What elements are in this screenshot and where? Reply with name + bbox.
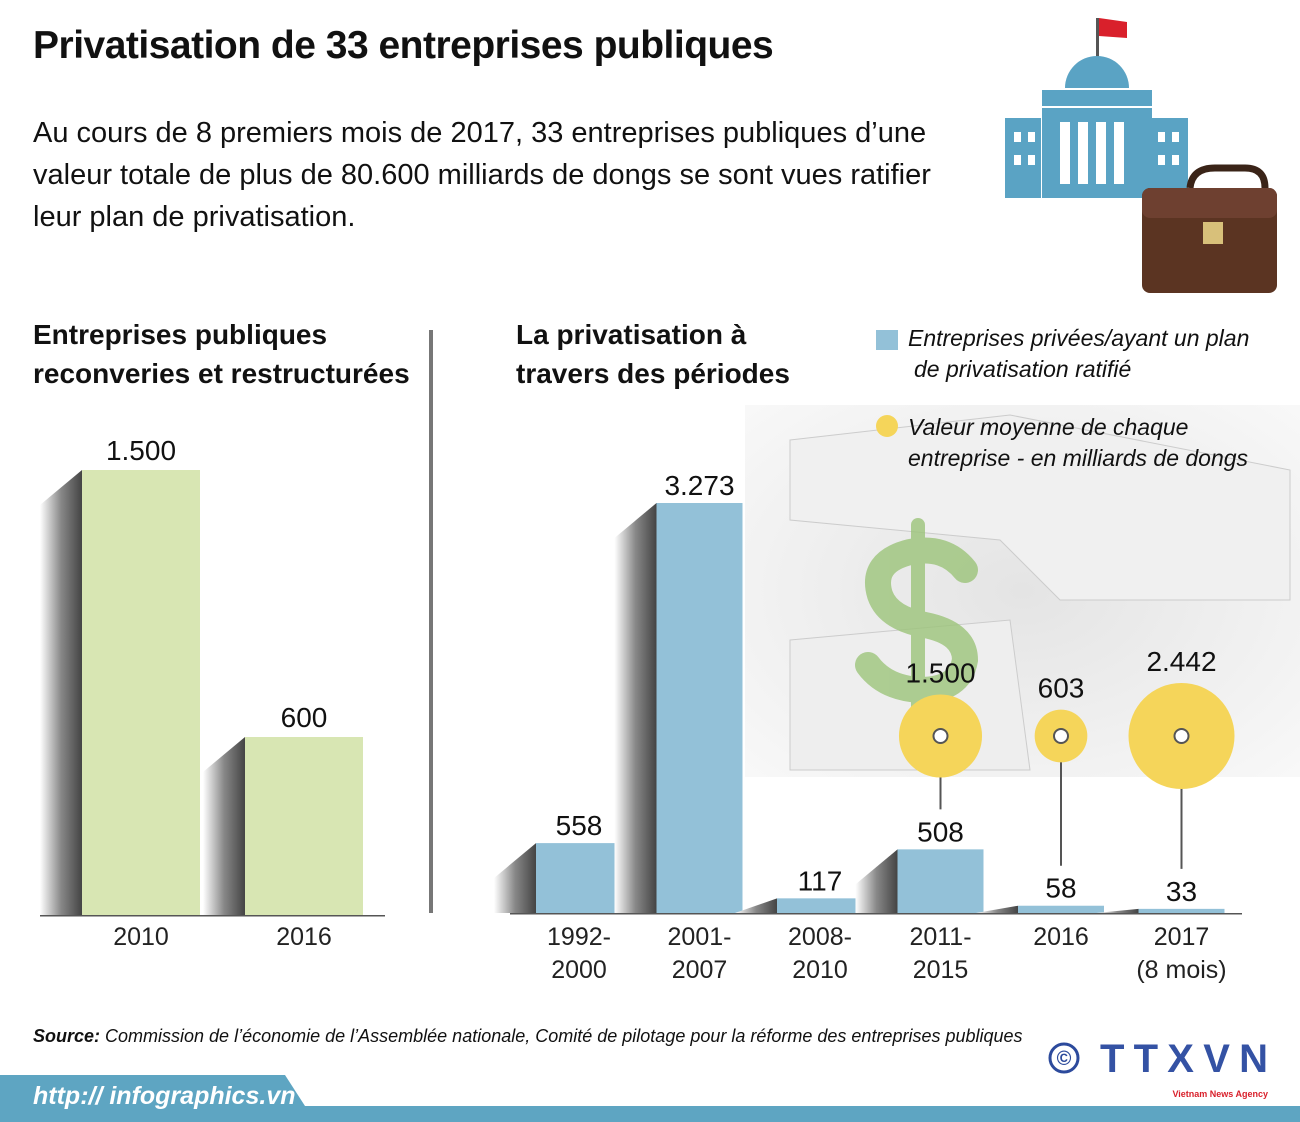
tick-label: 2010 <box>113 923 169 951</box>
bar-shadow <box>494 843 536 913</box>
svg-text:Vietnam News Agency: Vietnam News Agency <box>1172 1089 1268 1099</box>
legend-item-bar: Entreprises privées/ayant un plan de pri… <box>908 323 1249 385</box>
tick-label: 2007 <box>672 956 728 984</box>
website-link[interactable]: http:// infographics.vn <box>33 1082 296 1110</box>
legend-text: de privatisation ratifié <box>914 356 1132 382</box>
tick-label: 2016 <box>276 923 332 951</box>
tick-label: 2008- <box>788 923 852 951</box>
data-label: 117 <box>798 865 843 896</box>
left-title-line1: Entreprises publiques <box>33 319 328 350</box>
bar-shadow <box>203 737 245 915</box>
data-label: 508 <box>917 816 964 847</box>
legend-text: entreprise - en milliards de dongs <box>908 445 1249 471</box>
bar-shadow <box>614 503 657 913</box>
government-building-icon <box>1005 18 1188 198</box>
tick-label: 2001- <box>668 923 732 951</box>
left-title-line2: reconveries et restructurées <box>33 358 410 389</box>
left-bar-chart: 1.500 2010 600 2016 <box>40 435 385 951</box>
legend-text: Valeur moyenne de chaque <box>908 414 1189 440</box>
source-text: Commission de l’économie de l’Assemblée … <box>100 1026 1023 1046</box>
left-chart-title: Entreprises publiques reconveries et res… <box>33 315 410 393</box>
tick-label: 2011- <box>909 923 971 951</box>
page-title: Privatisation de 33 entreprises publique… <box>33 24 774 67</box>
tick-label: 2000 <box>551 956 607 984</box>
tick-label: 2017 <box>1154 923 1210 951</box>
data-label: 558 <box>556 810 603 841</box>
tick-label: 2010 <box>792 956 848 984</box>
footer-band <box>0 1075 1300 1122</box>
bubble-label: 2.442 <box>1146 646 1216 677</box>
right-title-line2: travers des périodes <box>516 358 790 389</box>
data-label: 58 <box>1045 873 1076 904</box>
bubble-label: 603 <box>1038 673 1085 704</box>
bar <box>656 503 743 913</box>
bar <box>1138 908 1225 913</box>
svg-text:TTXVN: TTXVN <box>1100 1037 1268 1081</box>
legend-item-bubble: Valeur moyenne de chaque entreprise - en… <box>908 412 1248 474</box>
x-axis <box>40 915 385 917</box>
bar <box>1018 905 1104 913</box>
x-axis <box>510 913 1242 915</box>
data-label: 33 <box>1166 876 1197 907</box>
bar <box>82 470 200 915</box>
bubble-center <box>932 728 949 744</box>
tick-label: 1992- <box>547 923 611 951</box>
tick-label: (8 mois) <box>1136 956 1226 984</box>
legend-swatch-bar <box>876 330 898 350</box>
lead-paragraph: Au cours de 8 premiers mois de 2017, 33 … <box>33 117 931 233</box>
data-label: 1.500 <box>106 435 176 466</box>
tick-label: 2016 <box>1033 923 1089 951</box>
bar-shadow <box>40 470 82 915</box>
data-label: 600 <box>281 702 328 733</box>
section-divider <box>429 330 433 913</box>
tick-label: 2015 <box>913 956 969 984</box>
legend-text: Entreprises privées/ayant un plan <box>908 325 1250 351</box>
right-bar-chart: 558 1992- 2000 3.273 2001- 2007 117 2008- 2010 50… <box>494 470 1242 984</box>
bar-shadow <box>735 898 777 913</box>
bar <box>777 898 863 913</box>
bar <box>897 849 984 913</box>
bubble-center <box>1173 728 1190 744</box>
source-label: Source: <box>33 1026 101 1046</box>
bubble-center <box>1053 728 1069 744</box>
dollar-puzzle-icon <box>855 518 979 719</box>
legend-swatch-bubble <box>876 415 898 437</box>
bar-shadow <box>976 905 1018 913</box>
bar <box>245 737 363 915</box>
svg-text:©: © <box>1057 1048 1072 1070</box>
puzzle-background-image <box>745 405 1300 777</box>
source-note: Source: Commission de l’économie de l’As… <box>33 1026 1023 1047</box>
right-title-line1: La privatisation à <box>516 319 747 350</box>
bar <box>536 843 622 913</box>
bubble-label: 1.500 <box>905 657 975 688</box>
bar-shadow <box>855 849 898 913</box>
data-label: 3.273 <box>664 470 734 501</box>
briefcase-icon <box>1142 164 1277 293</box>
bar-shadow <box>1096 908 1139 913</box>
right-chart-title: La privatisation à travers des périodes <box>516 315 790 393</box>
ttxvn-logo: © TTXVN Vietnam News Agency <box>1048 1037 1268 1099</box>
